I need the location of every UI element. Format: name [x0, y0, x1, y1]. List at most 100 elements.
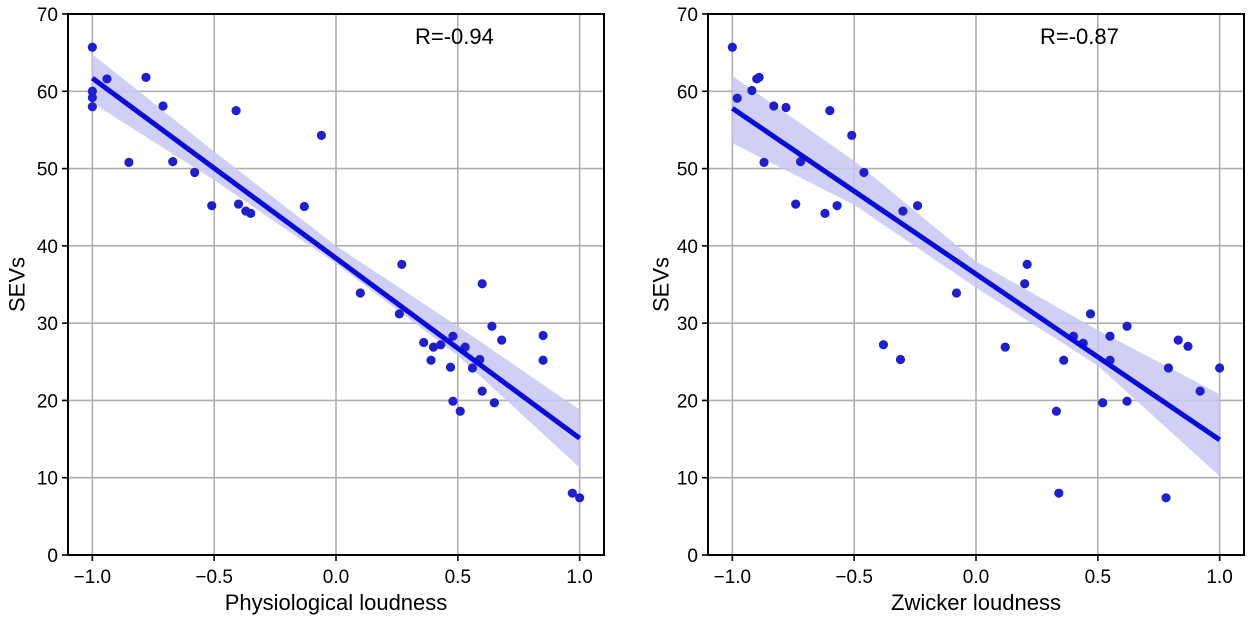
- data-point: [820, 208, 830, 218]
- data-point: [426, 355, 436, 365]
- data-point: [1098, 398, 1108, 408]
- y-tick-label: 40: [677, 237, 698, 258]
- data-point: [825, 106, 835, 116]
- data-point: [898, 206, 908, 216]
- data-point: [575, 493, 585, 503]
- data-point: [951, 288, 962, 298]
- x-tick-label: −1.0: [714, 567, 752, 588]
- y-tick-label: 10: [37, 469, 58, 490]
- data-point: [769, 101, 779, 111]
- data-point: [87, 92, 97, 103]
- y-tick-label: 10: [677, 469, 698, 490]
- data-point: [1173, 335, 1183, 345]
- data-point: [1161, 493, 1171, 503]
- data-point: [1000, 342, 1010, 352]
- y-ticks: 0 10 20 30 40 50 60 70: [677, 5, 708, 567]
- data-point: [455, 406, 465, 416]
- panel-physiological-loudness: −1.0 −0.5 0.0 0.5 1.0 0 10 20 30 40 50 60 70 R=-0.9…: [5, 5, 605, 615]
- y-tick-label: 60: [677, 82, 698, 103]
- data-point: [355, 288, 365, 298]
- data-point: [497, 335, 507, 345]
- x-tick-label: 0.0: [963, 567, 989, 588]
- data-point: [419, 337, 429, 348]
- data-point: [477, 386, 487, 396]
- y-tick-label: 20: [37, 391, 58, 412]
- x-ticks: −1.0 −0.5 0.0 0.5 1.0: [714, 555, 1233, 588]
- correlation-annotation: R=-0.94: [415, 24, 494, 49]
- data-point: [448, 396, 458, 406]
- data-point: [102, 74, 112, 84]
- regression-line-path: [90, 76, 582, 441]
- data-point: [158, 101, 168, 111]
- x-tick-label: 1.0: [566, 567, 592, 588]
- data-point: [467, 363, 478, 373]
- data-point: [87, 102, 97, 112]
- regression-line: [730, 106, 1222, 442]
- data-point: [1183, 341, 1193, 351]
- data-point: [489, 398, 499, 408]
- data-point: [754, 72, 764, 82]
- data-point: [141, 72, 151, 82]
- data-point: [207, 201, 217, 211]
- regression-line-path: [730, 106, 1222, 442]
- data-point: [1215, 363, 1225, 373]
- x-tick-label: 1.0: [1206, 567, 1232, 588]
- data-point: [246, 208, 256, 218]
- x-tick-label: 0.0: [323, 567, 349, 588]
- data-point: [231, 106, 241, 116]
- data-point: [445, 362, 456, 372]
- data-point: [859, 167, 869, 178]
- data-point: [878, 340, 889, 350]
- y-tick-label: 50: [37, 160, 58, 181]
- y-axis-title: SEVs: [5, 257, 30, 312]
- data-point: [567, 488, 577, 498]
- x-ticks: −1.0 −0.5 0.0 0.5 1.0: [74, 555, 593, 588]
- data-point: [87, 42, 97, 52]
- y-tick-label: 40: [37, 237, 58, 258]
- data-point: [538, 330, 548, 341]
- data-point: [233, 199, 244, 209]
- x-tick-label: 0.5: [1085, 567, 1111, 588]
- y-axis-title: SEVs: [649, 257, 674, 312]
- data-point: [487, 321, 497, 331]
- data-point: [1022, 259, 1032, 270]
- data-point: [912, 201, 923, 211]
- data-point: [1051, 406, 1061, 416]
- data-point: [1105, 331, 1115, 341]
- data-point: [1122, 321, 1132, 331]
- data-point: [477, 279, 487, 289]
- data-point: [1054, 488, 1064, 498]
- data-point: [1163, 363, 1174, 373]
- regression-line: [90, 76, 582, 441]
- y-ticks: 0 10 20 30 40 50 60 70: [37, 5, 68, 567]
- data-point: [168, 157, 178, 167]
- data-point: [316, 130, 326, 140]
- data-point: [448, 331, 458, 341]
- y-tick-label: 30: [677, 314, 698, 335]
- data-point: [538, 355, 548, 365]
- x-axis-title: Zwicker loudness: [891, 590, 1061, 615]
- data-point: [1122, 396, 1132, 406]
- data-point: [1085, 309, 1096, 319]
- y-tick-label: 70: [677, 5, 698, 26]
- data-point: [124, 157, 134, 167]
- correlation-annotation: R=-0.87: [1040, 24, 1119, 49]
- y-tick-label: 20: [677, 391, 698, 412]
- data-point: [397, 259, 407, 270]
- data-point: [832, 201, 842, 211]
- x-tick-label: −0.5: [195, 567, 233, 588]
- y-tick-label: 70: [37, 5, 58, 26]
- data-point: [190, 167, 200, 178]
- data-point: [1020, 279, 1030, 289]
- data-point: [759, 157, 769, 167]
- data-point: [428, 342, 439, 352]
- x-tick-label: 0.5: [445, 567, 471, 588]
- panel-zwicker-loudness: −1.0 −0.5 0.0 0.5 1.0 0 10 20 30 40 50 60 70 R=-0.8…: [649, 5, 1245, 615]
- data-point: [747, 85, 757, 96]
- data-point: [895, 354, 906, 365]
- data-point: [781, 102, 791, 113]
- x-tick-label: −1.0: [74, 567, 112, 588]
- data-point: [727, 42, 737, 52]
- data-point: [299, 201, 309, 212]
